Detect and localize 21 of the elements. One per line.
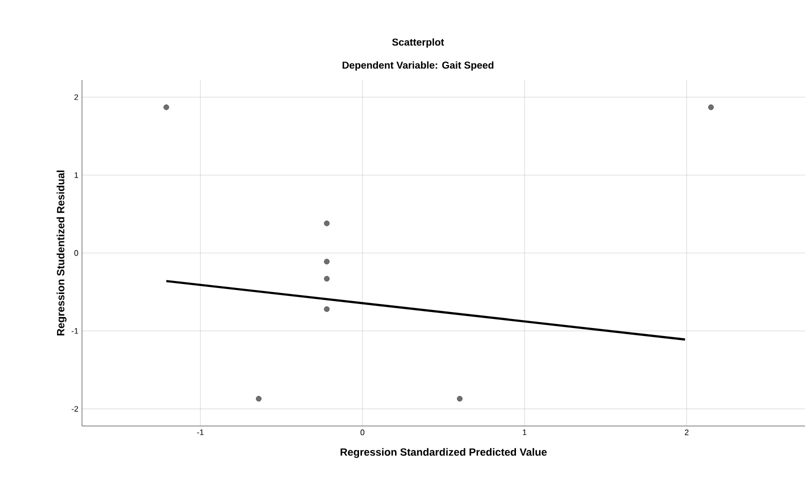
y-tick-label: -1: [72, 328, 78, 334]
y-axis-title: Regression Studentized Residual: [56, 170, 66, 336]
x-tick-label: -1: [197, 430, 204, 436]
y-tick-label: -2: [72, 406, 78, 412]
point: [456, 396, 463, 402]
chart-subtitle: Dependent Variable: Gait Speed: [342, 61, 494, 71]
point: [164, 104, 170, 110]
point: [324, 220, 330, 226]
x-tick-label: 1: [522, 430, 526, 436]
point: [324, 258, 330, 264]
x-tick-label: 0: [360, 430, 364, 436]
y-tick-label: 1: [74, 172, 78, 178]
y-tick-label: 0: [74, 250, 78, 256]
point: [256, 396, 262, 402]
point: [324, 276, 330, 282]
x-axis-title: Regression Standardized Predicted Value: [340, 448, 547, 458]
x-tick-label: 2: [684, 430, 688, 436]
point: [708, 104, 714, 110]
point: [324, 306, 330, 312]
y-tick-label: 2: [74, 94, 78, 100]
chart-title: Scatterplot: [392, 38, 444, 48]
